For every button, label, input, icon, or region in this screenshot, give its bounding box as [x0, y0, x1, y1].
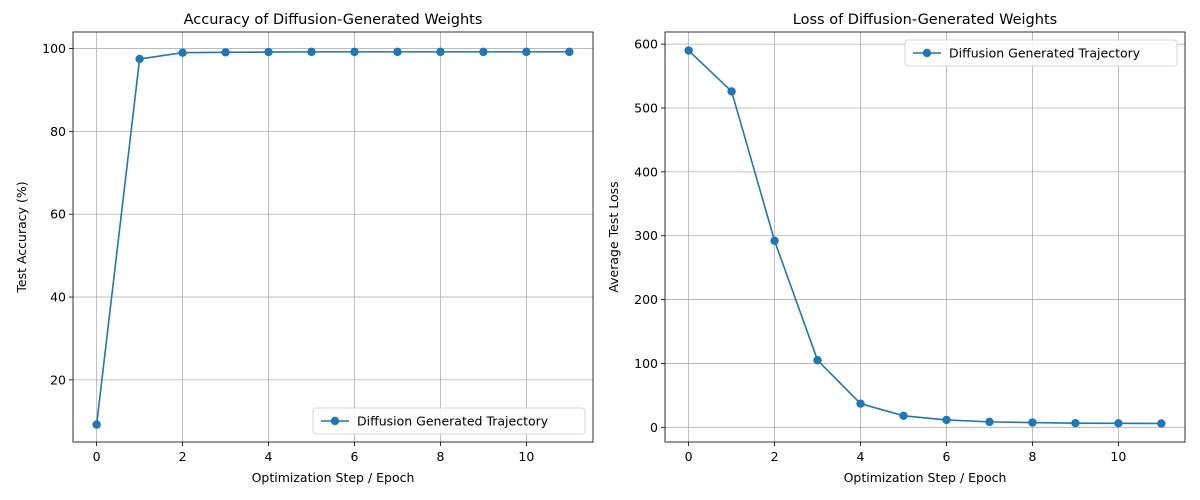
loss-data-point — [1028, 418, 1037, 427]
loss-x-tick-label: 8 — [1028, 449, 1036, 464]
loss-series-line — [688, 49, 1162, 425]
loss-data-point — [1071, 418, 1080, 428]
accuracy-series-line — [95, 51, 570, 425]
accuracy-chart: 0 2 4 6 8 10 20 40 60 80 100 Accuracy of Diffusion-… — [14, 12, 594, 485]
loss-x-tick-label: 0 — [685, 449, 693, 464]
loss-data-point — [1157, 419, 1166, 428]
accuracy-legend-label: Diffusion Generated Trajectory — [357, 414, 549, 429]
loss-data-point — [899, 411, 908, 421]
loss-y-tick-label: 0 — [650, 420, 658, 435]
loss-data-point — [770, 236, 779, 246]
loss-x-tick-label: 4 — [857, 449, 865, 464]
loss-y-tick-label: 500 — [634, 100, 658, 115]
loss-legend: Diffusion Generated Trajectory — [904, 39, 1178, 67]
loss-legend-box — [904, 39, 1178, 67]
accuracy-legend-marker — [330, 416, 340, 426]
accuracy-data-point — [393, 47, 402, 57]
loss-y-tick-label: 300 — [634, 228, 658, 243]
accuracy-axes-frame — [72, 31, 594, 443]
accuracy-data-point — [307, 47, 316, 57]
loss-chart-title: Loss of Diffusion-Generated Weights — [793, 12, 1057, 28]
accuracy-data-point — [350, 47, 359, 57]
accuracy-data-point — [135, 54, 144, 64]
accuracy-y-tick-label: 80 — [50, 124, 66, 139]
accuracy-data-point — [436, 47, 445, 57]
accuracy-x-tick-label: 8 — [436, 449, 444, 464]
accuracy-y-axis-label: Test Accuracy (%) — [14, 181, 29, 293]
accuracy-data-point — [221, 48, 230, 57]
loss-legend-label: Diffusion Generated Trajectory — [949, 46, 1141, 61]
accuracy-x-tick-label: 6 — [351, 449, 359, 464]
loss-data-point — [1114, 419, 1123, 428]
loss-axes-frame — [664, 31, 1186, 443]
accuracy-x-tick-label: 2 — [179, 449, 187, 464]
loss-y-tick-label: 100 — [634, 356, 658, 371]
accuracy-y-tick-label: 40 — [50, 290, 66, 305]
accuracy-x-tick-label: 4 — [265, 449, 273, 464]
accuracy-legend-box — [312, 407, 586, 435]
accuracy-y-tick-label: 100 — [42, 41, 66, 56]
loss-y-tick-label: 400 — [634, 164, 658, 179]
accuracy-y-tick-label: 20 — [50, 372, 66, 387]
loss-x-tick-label: 6 — [943, 449, 951, 464]
accuracy-data-point — [479, 47, 488, 57]
loss-x-tick-label: 10 — [1110, 449, 1126, 464]
loss-data-point — [985, 417, 994, 427]
loss-data-point — [942, 415, 951, 425]
loss-data-point — [727, 87, 736, 96]
accuracy-data-point — [565, 47, 574, 57]
loss-x-tick-label: 2 — [771, 449, 779, 464]
accuracy-data-point — [92, 420, 101, 429]
accuracy-data-point — [178, 48, 187, 57]
accuracy-y-tick-label: 60 — [50, 207, 66, 222]
accuracy-x-tick-label: 0 — [93, 449, 101, 464]
loss-data-point — [813, 356, 822, 365]
loss-data-point — [684, 46, 693, 55]
loss-y-tick-label: 200 — [634, 292, 658, 307]
loss-x-axis-label: Optimization Step / Epoch — [844, 470, 1007, 485]
accuracy-data-point — [522, 47, 531, 57]
accuracy-data-point — [264, 47, 273, 57]
loss-data-point — [856, 399, 865, 408]
loss-legend-marker — [922, 48, 932, 58]
accuracy-x-axis-label: Optimization Step / Epoch — [252, 470, 415, 485]
loss-y-axis-label: Average Test Loss — [606, 181, 621, 292]
loss-y-tick-label: 600 — [634, 37, 658, 52]
accuracy-chart-title: Accuracy of Diffusion-Generated Weights — [184, 12, 483, 28]
accuracy-legend: Diffusion Generated Trajectory — [312, 407, 586, 435]
accuracy-x-tick-label: 10 — [518, 449, 534, 464]
